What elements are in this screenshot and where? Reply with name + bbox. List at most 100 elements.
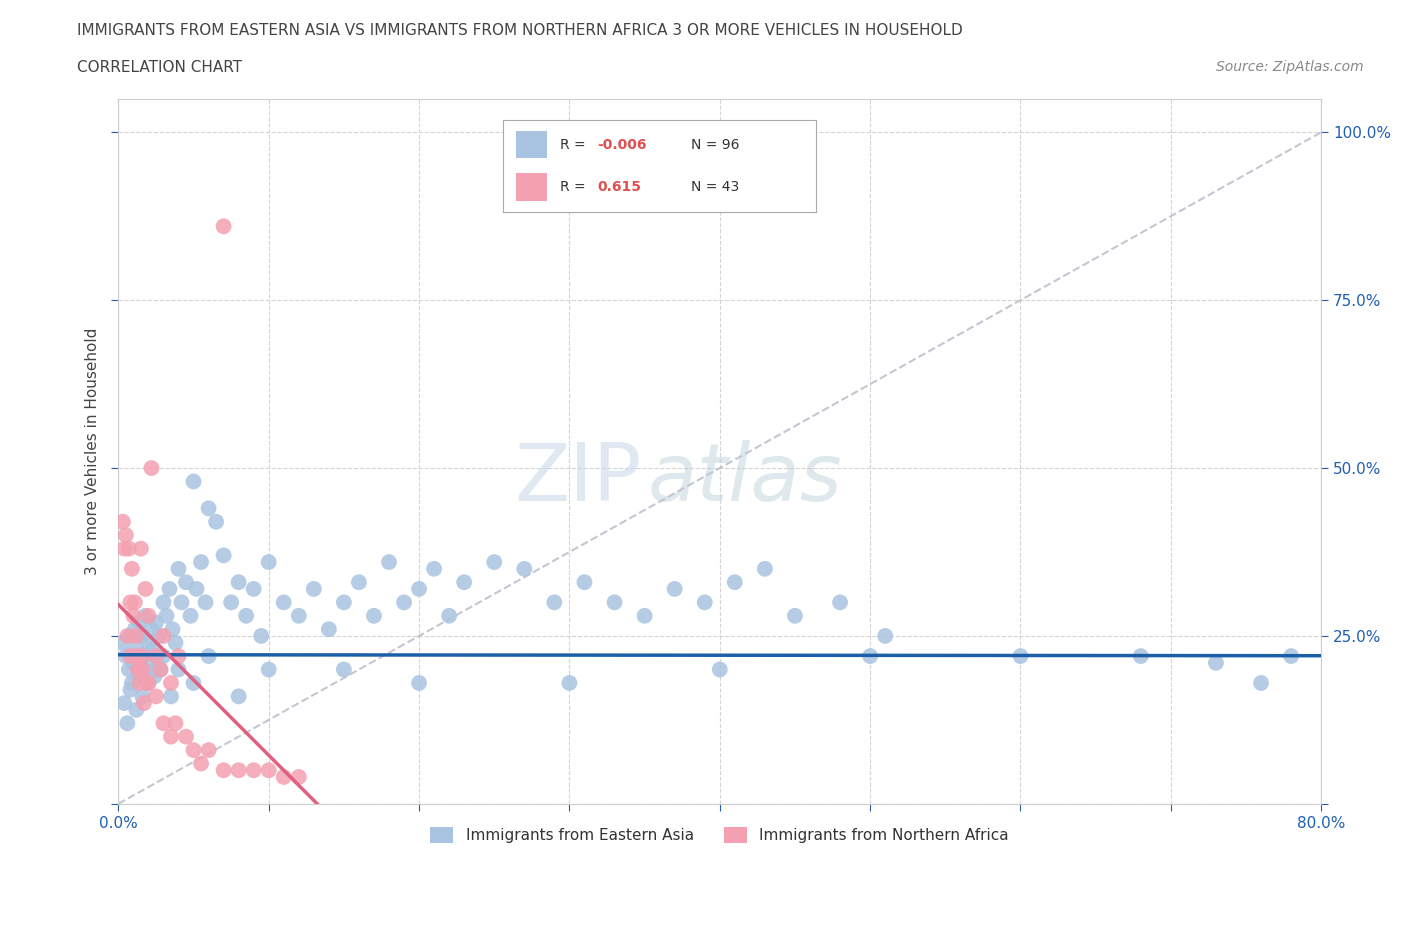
Point [228, 575, 250, 590]
Point [183, 675, 205, 690]
Point [180, 608, 202, 623]
Text: CORRELATION CHART: CORRELATION CHART [77, 60, 242, 75]
Point [120, 683, 142, 698]
Text: IMMIGRANTS FROM EASTERN ASIA VS IMMIGRANTS FROM NORTHERN AFRICA 3 OR MORE VEHICL: IMMIGRANTS FROM EASTERN ASIA VS IMMIGRAN… [77, 23, 963, 38]
Point [152, 629, 174, 644]
Point [125, 642, 148, 657]
Point [318, 622, 340, 637]
Point [257, 554, 280, 569]
Point [127, 662, 149, 677]
Point [423, 562, 446, 577]
Point [167, 662, 190, 677]
Point [288, 769, 311, 784]
Point [152, 716, 174, 731]
Point [378, 554, 401, 569]
Point [124, 622, 146, 637]
Point [117, 716, 139, 731]
Point [170, 595, 193, 610]
Point [120, 595, 142, 610]
Text: ZIP: ZIP [515, 441, 641, 518]
Point [142, 642, 165, 657]
Point [145, 662, 167, 677]
Point [212, 548, 235, 563]
Point [138, 675, 160, 690]
Point [859, 648, 882, 663]
Point [1129, 648, 1152, 663]
Point [118, 662, 141, 677]
Point [302, 581, 325, 596]
Point [128, 675, 150, 690]
Point [558, 675, 581, 690]
Point [828, 595, 851, 610]
Point [141, 460, 163, 475]
Point [117, 629, 139, 644]
Point [513, 562, 536, 577]
Point [129, 648, 152, 663]
Point [132, 696, 155, 711]
Point [152, 595, 174, 610]
Point [118, 541, 141, 556]
Point [129, 541, 152, 556]
Point [273, 769, 295, 784]
Point [160, 675, 183, 690]
Point [205, 514, 228, 529]
Point [1010, 648, 1032, 663]
Point [131, 689, 153, 704]
Point [138, 675, 160, 690]
Point [167, 648, 190, 663]
Point [167, 562, 190, 577]
Point [174, 729, 197, 744]
Point [138, 608, 160, 623]
Point [122, 608, 145, 623]
Text: atlas: atlas [648, 441, 842, 518]
Point [146, 648, 169, 663]
Point [162, 622, 184, 637]
Point [112, 696, 135, 711]
Point [437, 608, 460, 623]
Point [145, 689, 167, 704]
Point [143, 669, 166, 684]
Point [159, 581, 181, 596]
Point [257, 763, 280, 777]
Point [124, 595, 146, 610]
Point [155, 608, 177, 623]
Point [693, 595, 716, 610]
Point [131, 629, 153, 644]
Text: Source: ZipAtlas.com: Source: ZipAtlas.com [1216, 60, 1364, 74]
Point [242, 763, 264, 777]
Point [145, 648, 167, 663]
Point [273, 595, 295, 610]
Point [633, 608, 655, 623]
Point [574, 575, 596, 590]
Point [212, 219, 235, 233]
Point [333, 662, 356, 677]
Point [160, 729, 183, 744]
Point [543, 595, 565, 610]
Point [212, 763, 235, 777]
Point [115, 527, 138, 542]
Point [194, 595, 217, 610]
Point [165, 635, 187, 650]
Point [165, 716, 187, 731]
Point [709, 662, 731, 677]
Point [120, 629, 142, 644]
Point [138, 635, 160, 650]
Point [112, 541, 135, 556]
Point [603, 595, 626, 610]
Point [219, 595, 242, 610]
Point [363, 608, 385, 623]
Point [228, 689, 250, 704]
Point [190, 756, 212, 771]
Point [134, 581, 156, 596]
Point [783, 608, 806, 623]
Point [149, 662, 172, 677]
Point [121, 562, 143, 577]
Legend: Immigrants from Eastern Asia, Immigrants from Northern Africa: Immigrants from Eastern Asia, Immigrants… [425, 821, 1015, 849]
Point [135, 675, 157, 690]
Point [392, 595, 415, 610]
Point [111, 635, 134, 650]
Point [115, 648, 138, 663]
Point [183, 743, 205, 758]
Point [125, 648, 148, 663]
Point [347, 575, 370, 590]
